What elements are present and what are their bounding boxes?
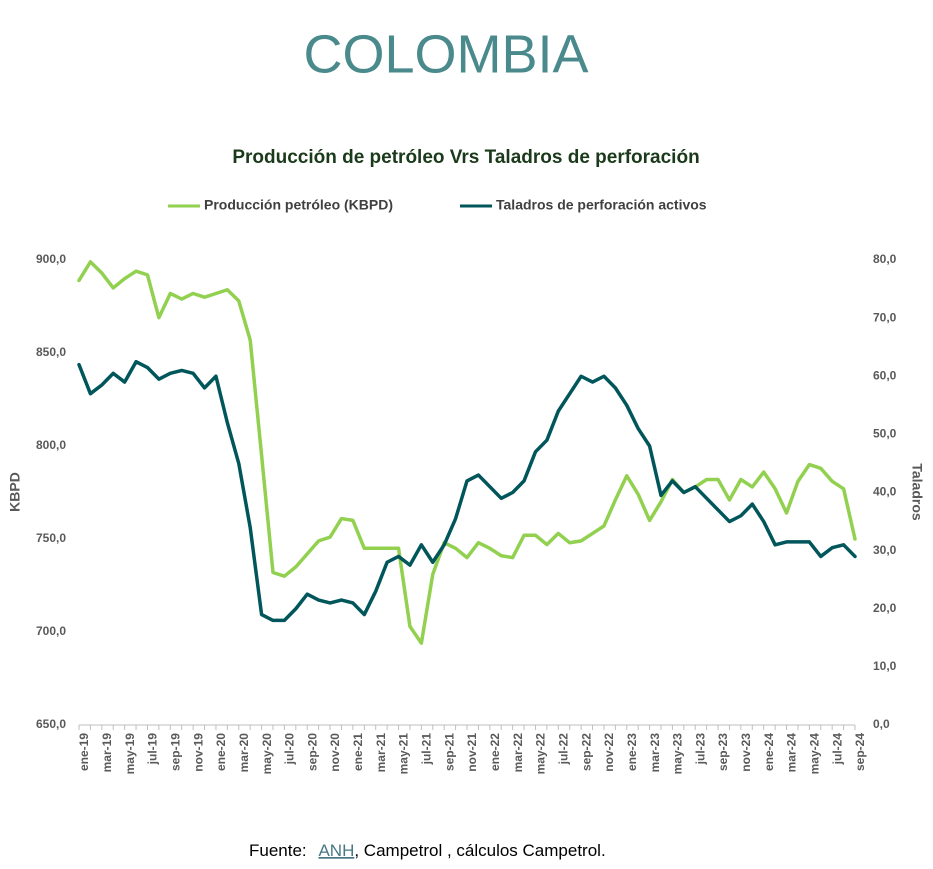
legend-label: Producción petróleo (KBPD) [204,197,393,213]
source-prefix: Fuente: [249,841,307,860]
x-tick-label: sep-19 [168,733,182,771]
line-series [77,359,857,623]
x-tick-label: jul-20 [283,733,297,766]
x-tick-label: jul-19 [146,733,160,766]
x-tick-label: nov-23 [739,733,753,772]
y2-tick-label: 70,0 [873,310,897,324]
chart-title: Producción de petróleo Vrs Taladros de p… [232,147,699,168]
x-tick-label: mar-22 [511,733,525,773]
y2-tick-label: 40,0 [873,485,897,499]
y-tick-label: 700,0 [36,624,66,638]
x-tick-label: may-20 [260,733,274,775]
y-tick-label: 650,0 [36,717,66,731]
x-tick-label: mar-19 [100,733,114,773]
page-title: COLOMBIA [303,24,588,84]
y2-tick-label: 30,0 [873,543,897,557]
x-tick-label: ene-23 [625,733,639,771]
source-link[interactable]: ANH [318,841,354,860]
y-tick-label: 900,0 [36,252,66,266]
x-tick-label: may-24 [808,733,822,775]
x-tick-label: ene-21 [351,733,365,771]
x-tick-label: nov-22 [602,733,616,772]
line-series [77,260,857,645]
x-tick-label: nov-20 [328,733,342,772]
x-tick-label: may-21 [397,733,411,775]
x-tick-label: jul-24 [830,733,844,766]
x-tick-label: sep-23 [716,733,730,771]
x-tick-label: may-19 [123,733,137,775]
x-tick-label: sep-22 [579,733,593,771]
source-suffix: , Campetrol , cálculos Campetrol. [354,841,605,860]
x-tick-label: may-23 [671,733,685,775]
x-tick-label: may-22 [534,733,548,775]
y2-tick-label: 50,0 [873,427,897,441]
x-tick-label: mar-24 [785,733,799,773]
y2-tick-label: 60,0 [873,368,897,382]
y-tick-label: 750,0 [36,531,66,545]
y2-axis-label: Taladros [909,463,925,521]
x-tick-label: sep-20 [305,733,319,771]
x-tick-label: ene-24 [762,733,776,771]
y2-tick-label: 10,0 [873,659,897,673]
x-tick-label: jul-21 [420,733,434,766]
legend-label: Taladros de perforación activos [496,197,707,213]
y2-tick-label: 0,0 [873,717,890,731]
y-tick-label: 850,0 [36,345,66,359]
source: Fuente: ANH, Campetrol , cálculos Campet… [249,841,606,860]
x-tick-label: ene-19 [77,733,91,771]
x-tick-label: ene-20 [214,733,228,771]
y-axis-label: KBPD [7,472,23,512]
x-tick-label: sep-21 [442,733,456,771]
x-tick-label: nov-21 [465,733,479,772]
y2-tick-label: 80,0 [873,252,897,266]
x-tick-label: mar-21 [374,733,388,773]
x-tick-label: jul-23 [693,733,707,766]
x-tick-label: ene-22 [488,733,502,771]
y-tick-label: 800,0 [36,438,66,452]
x-tick-label: mar-20 [237,733,251,773]
x-tick-label: sep-24 [853,733,867,771]
x-tick-label: nov-19 [191,733,205,772]
x-tick-label: mar-23 [648,733,662,773]
x-tick-label: jul-22 [556,733,570,766]
y2-tick-label: 20,0 [873,601,897,615]
